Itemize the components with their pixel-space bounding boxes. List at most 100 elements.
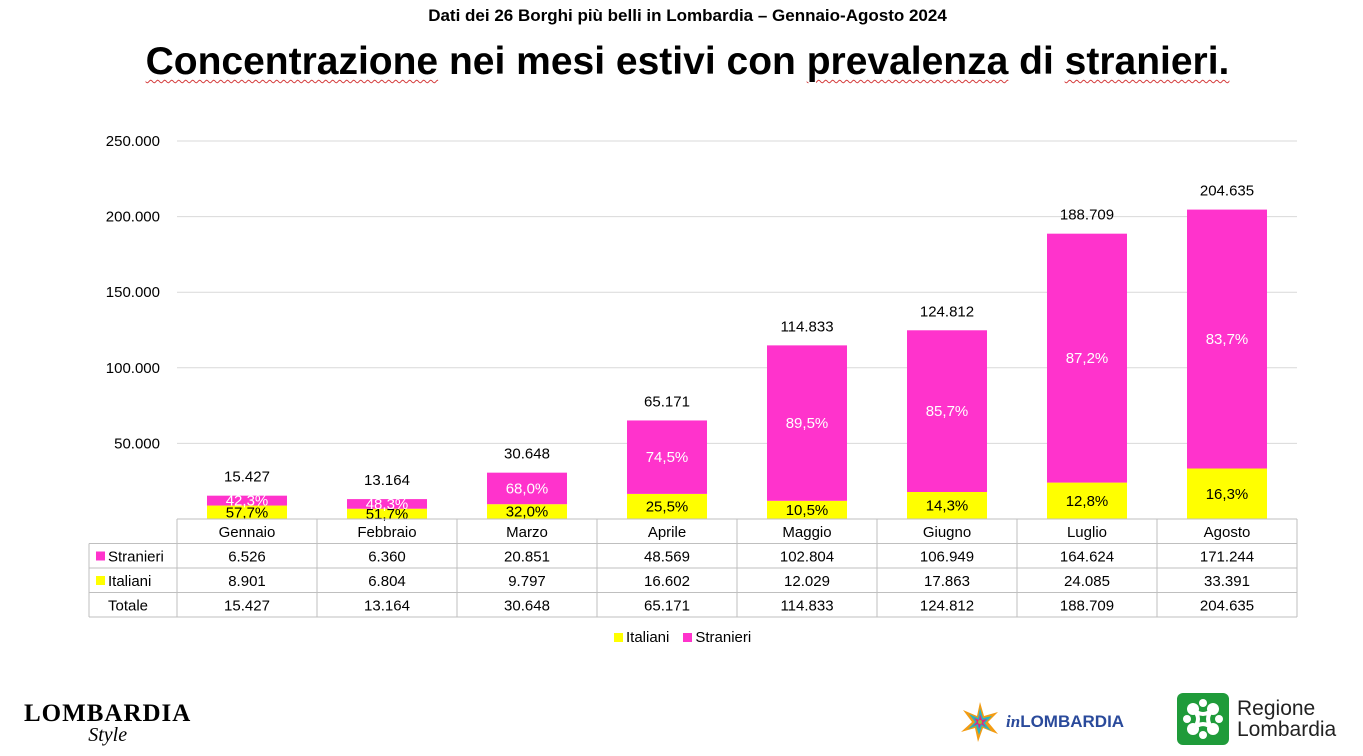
title-word: stranieri. bbox=[1064, 40, 1230, 83]
table-swatch-stranieri bbox=[96, 551, 105, 561]
chart-legend: Italiani Stranieri bbox=[614, 629, 751, 646]
table-cell-italiani: 16.602 bbox=[644, 573, 690, 590]
title-word: di bbox=[1019, 40, 1054, 83]
title-word: estivi bbox=[615, 40, 716, 83]
x-tick-label: Aprile bbox=[648, 524, 686, 541]
data-label-stranieri-pct: 85,7% bbox=[926, 403, 969, 420]
data-label-total: 204.635 bbox=[1200, 183, 1254, 200]
stacked-bar-chart: 50.000100.000150.000200.000250.00042,3%5… bbox=[88, 133, 1298, 618]
table-cell-totale: 30.648 bbox=[504, 598, 550, 615]
data-label-stranieri-pct: 42,3% bbox=[226, 493, 269, 510]
lombardia-style-logo: LOMBARDIA Style bbox=[24, 700, 191, 747]
inlombardia-star-icon bbox=[961, 702, 998, 742]
data-label-stranieri-pct: 83,7% bbox=[1206, 331, 1249, 348]
x-tick-label: Giugno bbox=[923, 524, 971, 541]
data-label-italiani-pct: 16,3% bbox=[1206, 486, 1249, 503]
legend-item-italiani: Italiani bbox=[614, 629, 669, 646]
table-cell-italiani: 24.085 bbox=[1064, 573, 1110, 590]
bar-stranieri bbox=[1187, 209, 1267, 469]
data-label-stranieri-pct: 89,5% bbox=[786, 415, 829, 432]
data-label-total: 13.164 bbox=[364, 472, 410, 489]
data-label-italiani-pct: 25,5% bbox=[646, 498, 689, 515]
table-cell-italiani: 12.029 bbox=[784, 573, 830, 590]
y-tick-label: 50.000 bbox=[114, 435, 160, 452]
x-tick-label: Maggio bbox=[782, 524, 831, 541]
data-label-total: 30.648 bbox=[504, 446, 550, 463]
table-cell-stranieri: 6.360 bbox=[368, 549, 406, 566]
title-word: prevalenza bbox=[806, 40, 1009, 83]
title-word: nei bbox=[448, 40, 506, 83]
table-cell-totale: 124.812 bbox=[920, 598, 974, 615]
bar-stranieri bbox=[907, 330, 987, 492]
title-word: Concentrazione bbox=[145, 40, 439, 83]
chart-title: Concentrazione nei mesi estivi con preva… bbox=[0, 40, 1363, 84]
table-cell-totale: 204.635 bbox=[1200, 598, 1254, 615]
x-tick-label: Luglio bbox=[1067, 524, 1107, 541]
bar-italiani bbox=[767, 500, 847, 519]
table-cell-stranieri: 171.244 bbox=[1200, 549, 1254, 566]
y-tick-label: 100.000 bbox=[106, 360, 160, 377]
regione-logo-text: Regione Lombardia bbox=[1237, 698, 1336, 740]
bar-stranieri bbox=[767, 345, 847, 501]
regione-logo-line1: Regione bbox=[1237, 697, 1316, 720]
bar-stranieri bbox=[1047, 233, 1127, 483]
y-tick-label: 250.000 bbox=[106, 133, 160, 150]
table-cell-totale: 114.833 bbox=[780, 598, 833, 615]
data-label-italiani-pct: 51,7% bbox=[366, 506, 409, 523]
bar-stranieri bbox=[207, 495, 287, 506]
bar-stranieri bbox=[487, 472, 567, 505]
inlombardia-logo-prefix: in bbox=[1006, 712, 1021, 731]
table-cell-totale: 15.427 bbox=[224, 598, 270, 615]
bar-stranieri bbox=[347, 499, 427, 509]
bar-italiani bbox=[1047, 482, 1127, 519]
inlombardia-logo: inLOMBARDIA bbox=[958, 700, 1124, 744]
data-label-stranieri-pct: 74,5% bbox=[646, 449, 689, 466]
table-cell-totale: 13.164 bbox=[364, 598, 410, 615]
x-tick-label: Agosto bbox=[1204, 524, 1251, 541]
data-label-total: 188.709 bbox=[1060, 207, 1114, 224]
x-tick-label: Marzo bbox=[506, 524, 548, 541]
legend-swatch-stranieri bbox=[683, 633, 693, 642]
table-row-label-italiani: Italiani bbox=[108, 573, 151, 590]
table-row-label-totale: Totale bbox=[108, 598, 148, 615]
y-tick-label: 150.000 bbox=[106, 284, 160, 301]
lombardia-style-logo-line1: LOMBARDIA bbox=[24, 700, 192, 727]
data-label-total: 114.833 bbox=[780, 318, 833, 335]
regione-logo-line2: Lombardia bbox=[1237, 718, 1337, 741]
bar-italiani bbox=[347, 508, 427, 519]
table-cell-stranieri: 106.949 bbox=[920, 549, 974, 566]
inlombardia-logo-main: LOMBARDIA bbox=[1020, 712, 1125, 731]
bar-italiani bbox=[1187, 468, 1267, 519]
legend-item-stranieri: Stranieri bbox=[683, 629, 751, 646]
chart-subtitle: Dati dei 26 Borghi più belli in Lombardi… bbox=[428, 6, 947, 25]
table-cell-stranieri: 20.851 bbox=[504, 549, 550, 566]
data-label-italiani-pct: 32,0% bbox=[506, 504, 549, 521]
table-cell-italiani: 33.391 bbox=[1204, 573, 1250, 590]
bar-italiani bbox=[627, 493, 707, 519]
table-cell-totale: 65.171 bbox=[644, 598, 690, 615]
bar-italiani bbox=[487, 504, 567, 519]
table-cell-stranieri: 164.624 bbox=[1060, 549, 1114, 566]
table-cell-stranieri: 6.526 bbox=[228, 549, 266, 566]
data-label-stranieri-pct: 68,0% bbox=[506, 480, 549, 497]
data-label-total: 15.427 bbox=[224, 469, 270, 486]
legend-label-italiani: Italiani bbox=[626, 629, 670, 646]
table-cell-italiani: 6.804 bbox=[368, 573, 406, 590]
legend-label-stranieri: Stranieri bbox=[695, 629, 752, 646]
regione-rosa-camuna-icon bbox=[1177, 693, 1229, 745]
data-label-total: 65.171 bbox=[644, 393, 690, 410]
table-cell-italiani: 8.901 bbox=[228, 573, 266, 590]
data-label-stranieri-pct: 48,3% bbox=[366, 496, 409, 513]
x-tick-label: Febbraio bbox=[357, 524, 416, 541]
data-label-total: 124.812 bbox=[920, 303, 974, 320]
data-label-italiani-pct: 57,7% bbox=[226, 504, 269, 521]
regione-lombardia-logo: Regione Lombardia bbox=[1177, 693, 1336, 745]
y-tick-label: 200.000 bbox=[106, 209, 160, 226]
table-cell-stranieri: 48.569 bbox=[644, 549, 690, 566]
bar-stranieri bbox=[627, 420, 707, 494]
data-label-stranieri-pct: 87,2% bbox=[1066, 350, 1109, 367]
table-row-label-stranieri: Stranieri bbox=[108, 549, 164, 566]
table-cell-italiani: 17.863 bbox=[924, 573, 970, 590]
bar-italiani bbox=[207, 505, 287, 519]
bar-italiani bbox=[907, 491, 987, 519]
